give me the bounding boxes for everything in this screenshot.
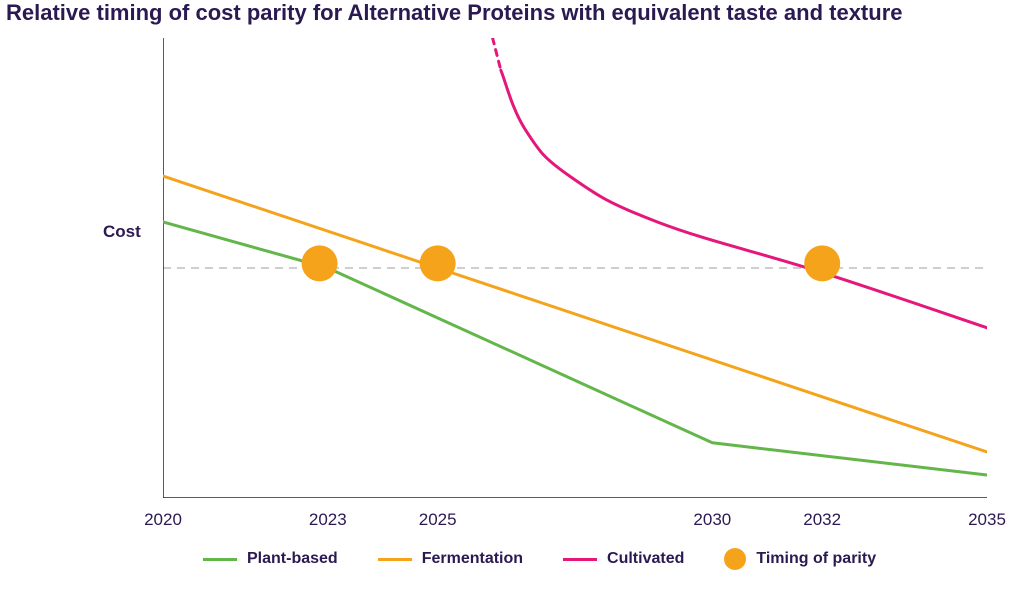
chart-plot-area (163, 38, 987, 498)
series-dashed-cultivated (493, 38, 501, 70)
legend-label: Fermentation (422, 550, 523, 568)
legend-item: Fermentation (378, 550, 523, 568)
x-tick-label: 2032 (803, 510, 841, 530)
legend-label: Timing of parity (756, 550, 876, 568)
legend-swatch-dot (724, 548, 746, 570)
parity-marker (804, 245, 840, 281)
x-tick-label: 2025 (419, 510, 457, 530)
parity-marker (420, 245, 456, 281)
legend-item: Plant-based (203, 550, 338, 568)
chart-legend: Plant-based Fermentation Cultivated Timing … (203, 548, 876, 570)
y-axis-label: Cost (103, 222, 141, 242)
legend-label: Cultivated (607, 550, 684, 568)
chart-container: Relative timing of cost parity for Alter… (0, 0, 1024, 603)
legend-item: Timing of parity (724, 548, 876, 570)
x-tick-label: 2030 (693, 510, 731, 530)
legend-item: Cultivated (563, 550, 684, 568)
series-line-fermentation (163, 176, 987, 452)
legend-label: Plant-based (247, 550, 338, 568)
chart-title: Relative timing of cost parity for Alter… (6, 0, 903, 26)
x-tick-label: 2023 (309, 510, 347, 530)
x-tick-label: 2020 (144, 510, 182, 530)
legend-swatch-line (378, 558, 412, 561)
series-line-cultivated (501, 70, 987, 328)
legend-swatch-line (203, 558, 237, 561)
x-tick-label: 2035 (968, 510, 1006, 530)
parity-marker (302, 245, 338, 281)
series-line-plant-based (163, 222, 987, 475)
legend-swatch-line (563, 558, 597, 561)
